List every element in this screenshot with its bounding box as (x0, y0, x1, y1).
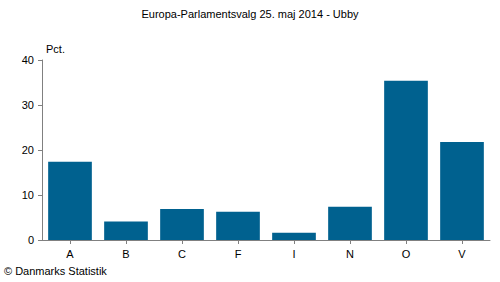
svg-text:B: B (122, 248, 129, 260)
svg-text:40: 40 (22, 54, 34, 66)
svg-text:20: 20 (22, 144, 34, 156)
svg-text:A: A (66, 248, 74, 260)
svg-text:O: O (402, 248, 411, 260)
svg-text:V: V (458, 248, 466, 260)
svg-text:30: 30 (22, 99, 34, 111)
svg-text:F: F (235, 248, 242, 260)
svg-text:Europa-Parlamentsvalg 25. maj: Europa-Parlamentsvalg 25. maj 2014 - Ubb… (141, 8, 359, 20)
svg-text:N: N (346, 248, 354, 260)
svg-text:© Danmarks Statistik: © Danmarks Statistik (4, 265, 107, 277)
svg-text:C: C (178, 248, 186, 260)
svg-text:Pct.: Pct. (46, 43, 65, 55)
svg-text:I: I (292, 248, 295, 260)
svg-text:10: 10 (22, 189, 34, 201)
svg-text:0: 0 (28, 234, 34, 246)
